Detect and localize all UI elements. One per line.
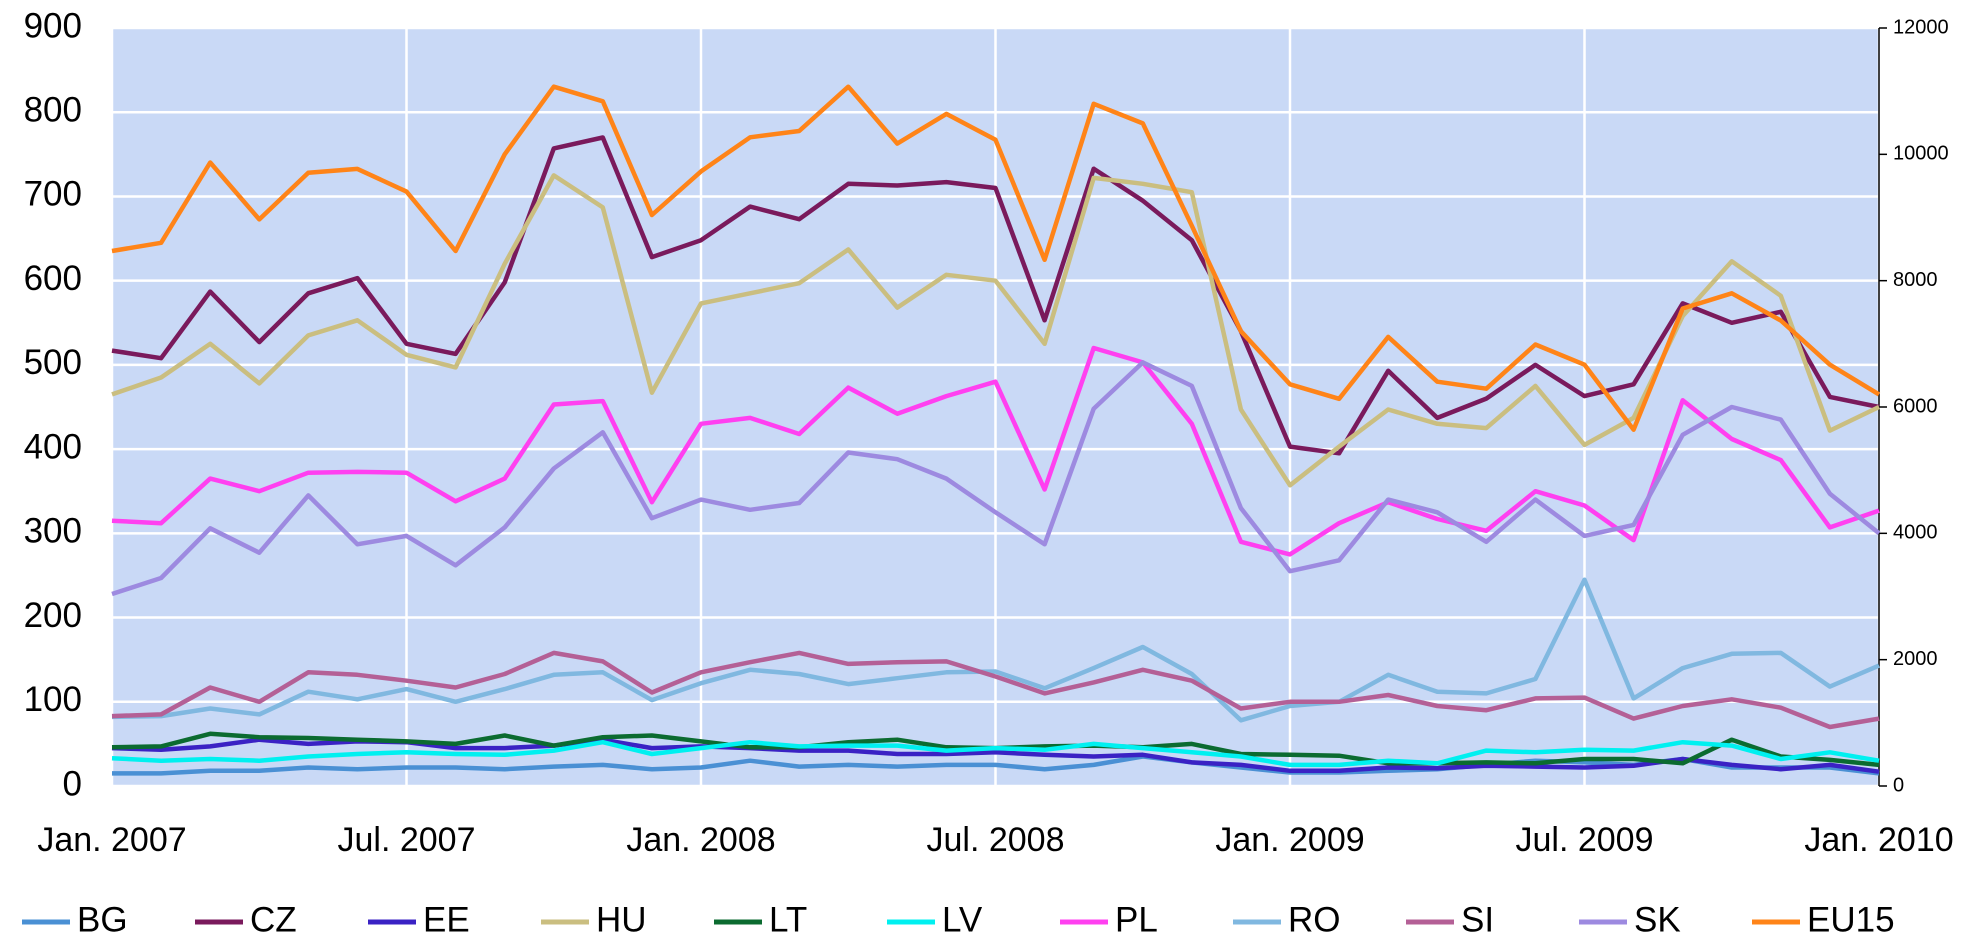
series-line (111, 360, 1881, 597)
y-tick-label: 900 (24, 6, 82, 45)
x-tick-label: Jan. 2009 (1215, 821, 1364, 859)
x-tick-label: Jul. 2008 (927, 821, 1065, 859)
legend-label: SI (1461, 900, 1494, 939)
legend-label: BG (77, 900, 128, 939)
x-tick-label: Jan. 2008 (626, 821, 775, 859)
y-tick-label: 600 (24, 259, 82, 298)
series-line (111, 739, 1880, 768)
legend-label: HU (596, 900, 647, 939)
x-tick-label: Jan. 2007 (37, 821, 186, 859)
legend-label: LT (769, 900, 807, 939)
y2-tick-label: 8000 (1893, 269, 1938, 291)
y-tick-label: 100 (24, 680, 82, 719)
legend-label: RO (1288, 900, 1341, 939)
series-line (111, 650, 1880, 730)
y-tick-label: 400 (24, 427, 82, 466)
y2-tick-label: 10000 (1893, 143, 1949, 165)
legend-label: EE (423, 900, 470, 939)
legend-label: SK (1634, 900, 1681, 939)
y2-tick-label: 12000 (1893, 16, 1949, 38)
y2-tick-label: 0 (1893, 774, 1904, 796)
series-line (112, 754, 1880, 776)
legend-label: EU15 (1807, 900, 1895, 939)
y2-tick-label: 2000 (1893, 648, 1938, 670)
series-line (111, 173, 1880, 488)
y-tick-label: 500 (24, 343, 82, 382)
y-tick-label: 700 (24, 175, 82, 214)
y-tick-label: 0 (63, 764, 82, 803)
y2-tick-label: 4000 (1893, 522, 1938, 544)
series-line (111, 577, 1880, 723)
x-tick-label: Jul. 2007 (338, 821, 476, 859)
x-tick-label: Jul. 2009 (1516, 821, 1654, 859)
y-tick-label: 800 (24, 90, 82, 129)
legend-label: CZ (250, 900, 297, 939)
y-tick-label: 300 (24, 512, 82, 551)
legend-label: PL (1115, 900, 1158, 939)
y-tick-label: 200 (24, 596, 82, 635)
series-line (111, 84, 1881, 432)
x-tick-label: Jan. 2010 (1804, 821, 1953, 859)
legend-label: LV (942, 900, 983, 939)
series-line (111, 135, 1880, 456)
y2-tick-label: 6000 (1893, 395, 1938, 417)
series-line (111, 345, 1880, 557)
